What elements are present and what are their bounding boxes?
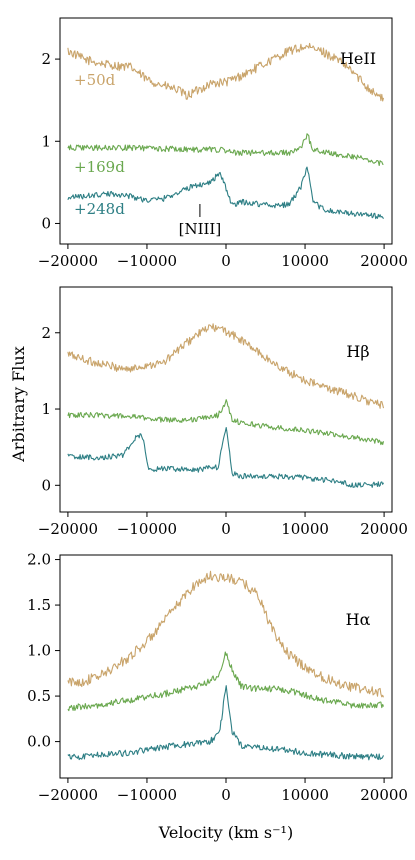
spectrum-line [67, 685, 384, 761]
panel-3: −20000 −10000 0 10000 20000 0.0 0.5 1.0 1.5 2.0 Hα [27, 551, 408, 804]
annotation-label: [NIII] [179, 220, 222, 238]
x-tick-label: 0 [221, 520, 231, 538]
x-tick-label: 0 [221, 252, 231, 270]
panel-label: HeII [340, 49, 376, 68]
axes-frame [59, 554, 393, 779]
x-tick-label: −10000 [117, 520, 177, 538]
x-axis-label: Velocity (km s⁻¹) [158, 823, 293, 842]
y-tick-label: 1.5 [27, 596, 51, 614]
epoch-label: +50d [74, 71, 116, 89]
panel-1: −20000 −10000 0 10000 20000 0 1 2 HeII +50d +169d +… [38, 17, 408, 270]
x-tick-label: 10000 [281, 520, 329, 538]
y-axis-label: Arbitrary Flux [9, 346, 28, 463]
spectrum-line [67, 427, 384, 488]
x-tick-label: −20000 [38, 252, 98, 270]
epoch-label: +169d [74, 158, 125, 176]
y-tick-label: 1 [41, 132, 51, 150]
x-tick-label: 20000 [360, 520, 408, 538]
x-tick-label: 10000 [281, 786, 329, 804]
spectrum-line [67, 42, 385, 102]
panel-label: Hα [346, 610, 371, 629]
spectrum-line [67, 399, 385, 446]
spectrum-line [67, 133, 384, 167]
y-tick-label: 0.0 [27, 733, 51, 751]
panel-label: Hβ [346, 342, 369, 361]
epoch-label: +248d [74, 200, 125, 218]
y-tick-label: 2 [41, 50, 51, 68]
panel-2: −20000 −10000 0 10000 20000 0 1 2 Hβ [38, 286, 408, 538]
y-tick-label: 0 [41, 476, 51, 494]
x-tick-label: −10000 [117, 252, 177, 270]
y-tick-label: 2.0 [27, 551, 51, 569]
spectrum-line [67, 651, 385, 712]
spectrum-line [67, 570, 385, 698]
x-tick-label: −20000 [38, 520, 98, 538]
y-tick-label: 0.5 [27, 687, 51, 705]
x-tick-label: 0 [221, 786, 231, 804]
y-tick-label: 1 [41, 400, 51, 418]
y-tick-label: 1.0 [27, 642, 51, 660]
spectrum-line [67, 166, 384, 220]
y-tick-label: 0 [41, 214, 51, 232]
x-tick-label: −20000 [38, 786, 98, 804]
x-tick-label: −10000 [117, 786, 177, 804]
x-tick-label: 20000 [360, 252, 408, 270]
spectrum-line [67, 323, 385, 409]
y-tick-label: 2 [41, 324, 51, 342]
x-tick-label: 20000 [360, 786, 408, 804]
x-tick-label: 10000 [281, 252, 329, 270]
